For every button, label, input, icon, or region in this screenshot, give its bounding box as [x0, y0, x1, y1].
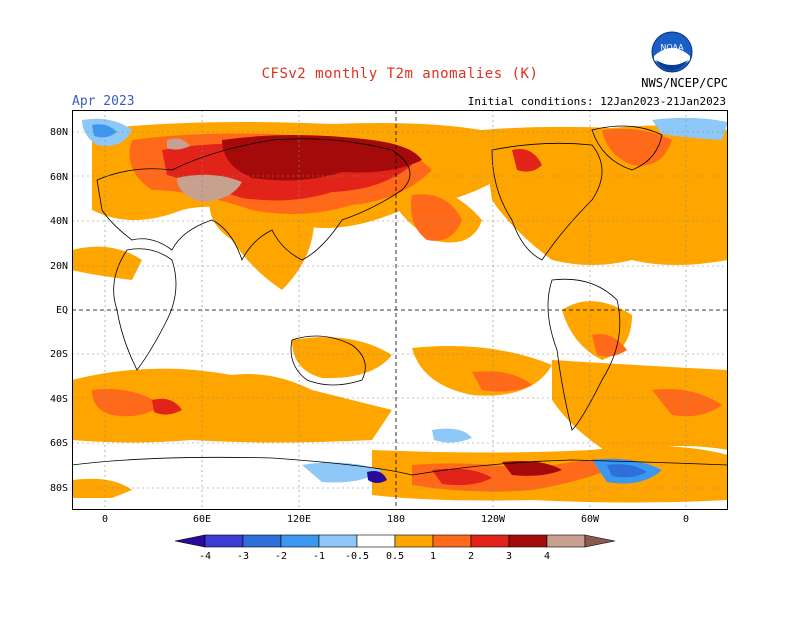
lon-label: 0 — [102, 514, 108, 525]
lon-axis: 0 60E 120E 180 120W 60W 0 — [102, 514, 689, 525]
lon-label: 0 — [683, 514, 689, 525]
legend-swatch — [242, 534, 282, 548]
lat-label: 80N — [50, 127, 68, 138]
legend-tick: -1 — [313, 551, 325, 562]
legend-swatch — [394, 534, 434, 548]
lon-label: 180 — [387, 514, 405, 525]
color-legend: -4 -3 -2 -1 -0.5 0.5 1 2 3 4 — [174, 534, 616, 562]
legend-tick: 0.5 — [386, 551, 404, 562]
legend-tick: 2 — [468, 551, 474, 562]
legend-swatch — [470, 534, 510, 548]
legend-swatch — [546, 534, 586, 548]
legend-swatch — [584, 534, 616, 548]
legend-swatch — [174, 534, 206, 548]
lon-label: 120E — [287, 514, 311, 525]
map-title: CFSv2 monthly T2m anomalies (K) — [261, 66, 539, 82]
legend-swatch — [204, 534, 244, 548]
initial-conditions: Initial conditions: 12Jan2023-21Jan2023 — [467, 95, 726, 108]
lat-label: 20N — [50, 261, 68, 272]
legend-swatch — [356, 534, 396, 548]
legend-tick: 4 — [544, 551, 550, 562]
legend-tick: -4 — [199, 551, 211, 562]
legend-swatch — [508, 534, 548, 548]
lat-label: EQ — [56, 305, 68, 316]
legend-tick: -2 — [275, 551, 287, 562]
lon-label: 60E — [193, 514, 211, 525]
lon-label: 120W — [481, 514, 506, 525]
legend-swatch — [280, 534, 320, 548]
legend-tick: -0.5 — [345, 551, 369, 562]
logo-text: NOAA — [660, 43, 684, 52]
lat-label: 60N — [50, 172, 68, 183]
lat-label: 40N — [50, 216, 68, 227]
forecast-month: Apr 2023 — [72, 94, 135, 109]
lat-label: 20S — [50, 349, 68, 360]
lon-label: 60W — [581, 514, 600, 525]
anomaly-map — [72, 110, 728, 510]
equator-dateline — [72, 110, 728, 510]
anomaly-3-4-regions — [222, 135, 562, 476]
anomaly-cold-regions — [82, 117, 728, 484]
legend-tick: 3 — [506, 551, 512, 562]
noaa-logo: NOAA — [651, 31, 693, 73]
anomaly-4-5-regions — [167, 138, 242, 202]
coastlines — [72, 125, 728, 476]
legend-tick: 1 — [430, 551, 436, 562]
lat-axis: 80N 60N 40N 20N EQ 20S 40S 60S 80S — [50, 127, 68, 494]
anomaly-field — [72, 117, 728, 503]
legend-swatch — [318, 534, 358, 548]
legend-tick: -3 — [237, 551, 249, 562]
lat-label: 40S — [50, 394, 68, 405]
map-frame — [72, 110, 728, 510]
legend-swatch — [432, 534, 472, 548]
lat-label: 80S — [50, 483, 68, 494]
agency-label: NWS/NCEP/CPC — [641, 76, 728, 90]
lat-label: 60S — [50, 438, 68, 449]
